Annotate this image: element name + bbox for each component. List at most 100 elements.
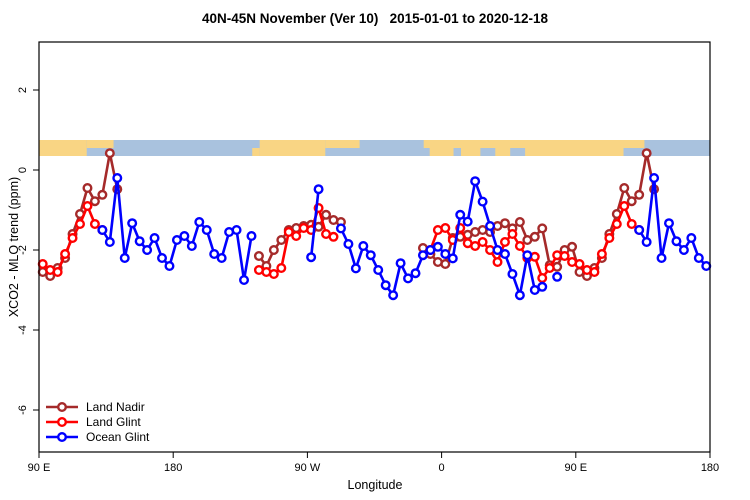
- data-point-marker: [678, 244, 689, 255]
- data-point-marker: [395, 258, 406, 269]
- data-point-marker: [626, 218, 637, 229]
- data-point-marker: [268, 269, 279, 280]
- data-point-marker: [112, 172, 123, 183]
- data-point-marker: [485, 220, 496, 231]
- y-tick-label: -2: [17, 245, 29, 255]
- data-point-marker: [671, 236, 682, 247]
- series-ocean-glint: [97, 172, 712, 301]
- x-tick-label: 90 W: [295, 462, 321, 474]
- map-strip-land: [495, 148, 511, 156]
- data-point-marker: [97, 224, 108, 235]
- data-point-marker: [179, 230, 190, 241]
- map-strip-land: [429, 148, 454, 156]
- data-point-marker: [470, 240, 481, 251]
- series-land-glint: [37, 200, 645, 284]
- data-point-marker: [492, 244, 503, 255]
- data-point-marker: [75, 218, 86, 229]
- data-point-marker: [514, 290, 525, 301]
- series-line: [339, 179, 543, 297]
- data-point-marker: [335, 223, 346, 234]
- data-point-marker: [567, 241, 578, 252]
- y-tick-label: 2: [17, 87, 29, 93]
- y-axis: 2 0 -2 -4 -6: [17, 87, 39, 415]
- x-axis: 90 E 180 90 W 0 90 E 180: [28, 452, 719, 474]
- legend-item-land-glint: Land Glint: [46, 415, 141, 429]
- x-tick-label: 90 E: [564, 462, 587, 474]
- data-point-marker: [440, 259, 451, 270]
- data-point-marker: [641, 148, 652, 159]
- map-strip-land: [423, 140, 645, 148]
- data-point-marker: [380, 280, 391, 291]
- data-point-marker: [209, 248, 220, 259]
- data-point-marker: [686, 232, 697, 243]
- series-line: [309, 189, 320, 258]
- legend-label: Land Nadir: [86, 400, 145, 414]
- data-point-marker: [82, 200, 93, 211]
- data-point-marker: [268, 244, 279, 255]
- data-point-marker: [432, 241, 443, 252]
- x-tick-label: 0: [439, 462, 445, 474]
- data-point-marker: [619, 182, 630, 193]
- data-point-marker: [470, 176, 481, 187]
- data-point-marker: [343, 238, 354, 249]
- series-line: [638, 176, 708, 267]
- data-point-marker: [440, 222, 451, 233]
- x-tick-label: 180: [701, 462, 719, 474]
- legend-label: Land Glint: [86, 415, 141, 429]
- data-point-marker: [701, 261, 712, 272]
- data-point-marker: [410, 268, 421, 279]
- map-strip-land: [325, 140, 360, 148]
- data-point-marker: [626, 196, 637, 207]
- data-point-marker: [37, 259, 48, 270]
- data-point-marker: [358, 240, 369, 251]
- data-point-marker: [649, 172, 660, 183]
- data-point-marker: [522, 250, 533, 261]
- data-point-marker: [291, 230, 302, 241]
- data-point-marker: [619, 200, 630, 211]
- x-axis-title: Longitude: [347, 478, 403, 492]
- data-point-marker: [246, 230, 257, 241]
- y-tick-label: -6: [17, 405, 29, 415]
- data-point-marker: [477, 196, 488, 207]
- data-point-marker: [149, 232, 160, 243]
- data-point-marker: [52, 267, 63, 278]
- data-point-marker: [253, 250, 264, 261]
- data-point-marker: [104, 236, 115, 247]
- y-axis-title: XCO2 - MLO trend (ppm): [7, 176, 21, 318]
- map-strip-land: [86, 140, 114, 148]
- data-point-marker: [507, 269, 518, 280]
- data-point-marker: [455, 209, 466, 220]
- data-point-marker: [313, 184, 324, 195]
- data-point-marker: [559, 250, 570, 261]
- data-point-marker: [641, 236, 652, 247]
- data-point-marker: [328, 231, 339, 242]
- data-point-marker: [134, 236, 145, 247]
- y-tick-label: -4: [17, 325, 29, 335]
- data-point-marker: [574, 259, 585, 270]
- data-point-marker: [239, 275, 250, 286]
- data-point-marker: [604, 232, 615, 243]
- data-point-marker: [67, 232, 78, 243]
- data-point-marker: [589, 267, 600, 278]
- data-point-marker: [611, 218, 622, 229]
- data-point-marker: [89, 218, 100, 229]
- map-strip-land: [259, 140, 326, 156]
- data-point-marker: [321, 209, 332, 220]
- data-point-marker: [157, 252, 168, 263]
- y-tick-label: 0: [17, 167, 29, 173]
- data-point-marker: [231, 224, 242, 235]
- data-point-marker: [544, 263, 555, 274]
- data-point-marker: [127, 218, 138, 229]
- plot-border: [38, 41, 711, 453]
- legend-item-ocean-glint: Ocean Glint: [46, 430, 150, 444]
- data-point-marker: [388, 290, 399, 301]
- data-point-marker: [194, 216, 205, 227]
- data-point-marker: [499, 218, 510, 229]
- data-point-marker: [440, 248, 451, 259]
- data-point-marker: [276, 263, 287, 274]
- data-point-marker: [693, 252, 704, 263]
- data-point-marker: [537, 273, 548, 284]
- data-point-marker: [447, 253, 458, 264]
- data-point-marker: [634, 189, 645, 200]
